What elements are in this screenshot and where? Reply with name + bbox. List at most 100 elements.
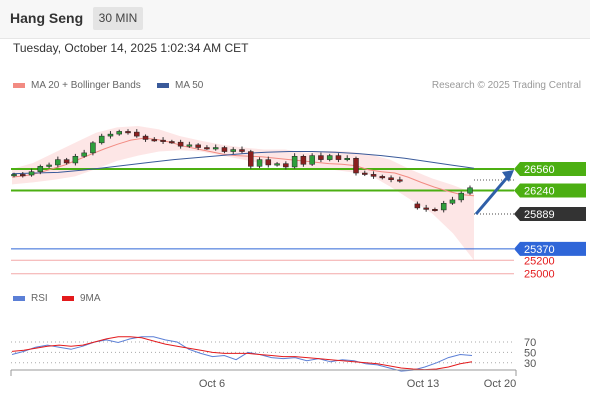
bull-candle: [291, 155, 298, 168]
bull-candle: [186, 144, 193, 147]
x-tick-label: Oct 20: [484, 378, 516, 390]
bull-candle: [98, 135, 105, 144]
bull-candle: [326, 155, 333, 160]
rsi-legend-label: RSI: [31, 293, 48, 304]
bollinger-band: [12, 126, 474, 261]
target-arrow: [474, 170, 514, 216]
bear-candle: [283, 163, 289, 168]
bull-candle: [90, 142, 96, 154]
level-tag-box: [514, 241, 586, 256]
target-arrow-shaft: [474, 172, 513, 216]
support-label: 25200: [524, 255, 555, 267]
level-tag-label: 25889: [524, 209, 555, 221]
bull-candle: [449, 199, 456, 204]
9ma-legend-label: 9MA: [80, 293, 101, 304]
pivot-tag: 25370: [514, 241, 586, 256]
bull-candle: [11, 174, 17, 177]
bear-candle: [20, 174, 26, 177]
bear-candle: [160, 139, 166, 142]
instrument-title: Hang Seng: [10, 10, 84, 26]
ma50-legend-label: MA 50: [175, 80, 204, 91]
ma50-line: [11, 151, 475, 175]
bull-candle: [440, 202, 447, 211]
bear-candle: [177, 141, 184, 147]
last-tag: 25889: [514, 207, 586, 222]
moving-averages: [11, 137, 475, 197]
ma20-line: [11, 137, 475, 197]
level-tag-label: 26240: [524, 185, 555, 197]
rsi-9ma-line: [11, 336, 473, 371]
x-tick-label: Oct 6: [199, 378, 225, 390]
level-tag-box: [514, 183, 586, 198]
bull-candle: [458, 192, 464, 201]
bear-candle: [388, 177, 394, 180]
level-tag-box: [514, 207, 586, 222]
ma50-swatch: [157, 82, 169, 88]
bull-candle: [46, 164, 52, 167]
bear-candle: [221, 147, 228, 152]
bull-candle: [72, 155, 79, 164]
timeframe-button[interactable]: 30 MIN: [93, 7, 143, 30]
bear-candle: [125, 131, 131, 134]
bull-candle: [81, 152, 87, 157]
bear-candle: [379, 176, 386, 179]
bear-candle: [423, 207, 429, 210]
bear-candle: [397, 179, 403, 182]
rsi-tick-label: 30: [524, 358, 536, 370]
bull-candle: [309, 155, 315, 165]
rsi-tick-label: 70: [524, 337, 536, 349]
timestamp: Tuesday, October 14, 2025 1:02:34 AM CET: [13, 41, 249, 55]
bear-candle: [300, 155, 307, 165]
level-tag-box: [514, 162, 586, 176]
bull-candle: [55, 159, 61, 166]
bollinger-swatch: [13, 82, 25, 88]
level-tag-label: 26560: [524, 164, 555, 176]
top-bar: Hang Seng 30 MIN: [0, 0, 590, 39]
bull-candle: [37, 166, 44, 172]
legend-bollinger: MA 20 + Bollinger Bands: [13, 80, 141, 91]
bear-candle: [63, 159, 70, 164]
bull-candle: [230, 149, 236, 152]
bollinger-band-area: [12, 126, 474, 261]
bear-candle: [362, 172, 368, 175]
bear-candle: [195, 144, 201, 148]
bull-candle: [28, 171, 35, 176]
legend-ma50: MA 50: [157, 80, 203, 91]
x-tick-label: Oct 13: [407, 378, 439, 390]
bull-candle: [274, 163, 280, 166]
rsi-swatch: [13, 295, 25, 301]
bear-candle: [414, 203, 421, 209]
bull-candle: [467, 187, 473, 194]
bollinger-legend-label: MA 20 + Bollinger Bands: [31, 80, 141, 91]
bull-candle: [256, 159, 263, 167]
bull-candle: [116, 131, 122, 135]
bear-candle: [318, 155, 324, 160]
bear-candle: [151, 139, 158, 142]
bear-candle: [335, 155, 342, 160]
bear-candle: [142, 135, 149, 140]
level-tag-label: 25370: [524, 244, 555, 256]
bull-candle: [212, 147, 219, 150]
resistance-tag: 26240: [514, 183, 586, 198]
support-label: 25000: [524, 269, 555, 281]
bear-candle: [134, 131, 140, 137]
bull-candle: [344, 158, 350, 161]
bear-candle: [204, 147, 210, 150]
candles: [11, 129, 473, 213]
bear-candle: [248, 151, 254, 167]
bear-candle: [265, 159, 272, 166]
bear-candle: [353, 158, 359, 174]
bear-candle: [239, 149, 245, 152]
bull-candle: [107, 133, 114, 137]
resistance-tag: 26560: [514, 162, 586, 176]
bear-candle: [432, 209, 438, 212]
bear-candle: [169, 141, 175, 144]
credit-text: Research © 2025 Trading Central: [431, 80, 581, 91]
target-arrow-head: [502, 170, 514, 182]
9ma-swatch: [62, 295, 74, 301]
bear-candle: [370, 174, 377, 177]
legend-9ma: 9MA: [62, 293, 101, 304]
